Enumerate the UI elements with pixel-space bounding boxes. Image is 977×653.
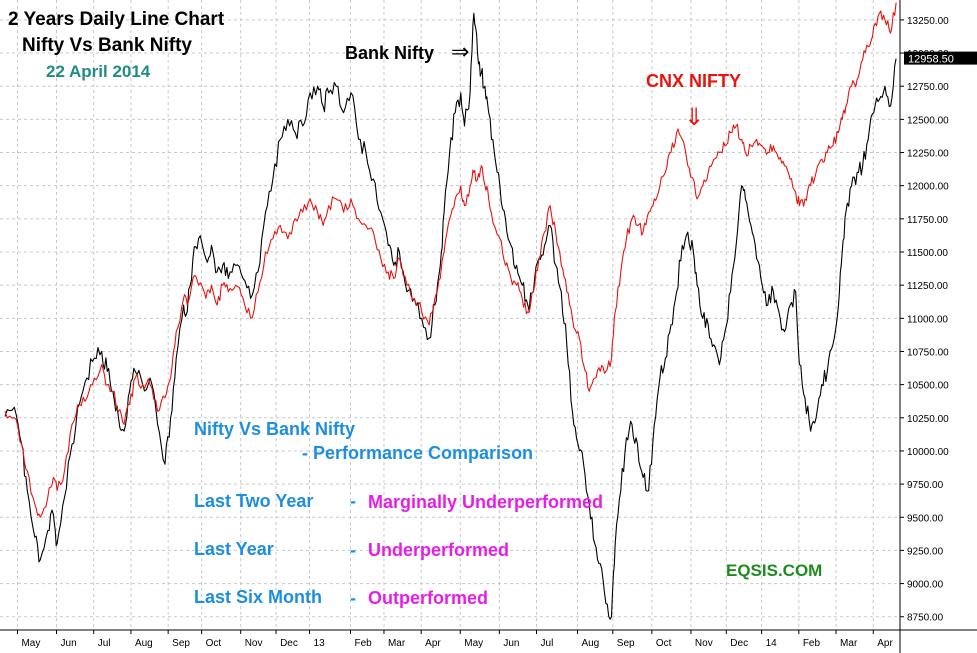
chart-title: 2 Years Daily Line Chart bbox=[8, 9, 225, 30]
row-dash-six-month: - bbox=[350, 588, 356, 608]
y-tick-label: 10500.00 bbox=[907, 381, 949, 392]
row-dash-one-year: - bbox=[350, 540, 356, 560]
bank-nifty-line bbox=[4, 12, 897, 620]
x-tick-label: Oct bbox=[656, 638, 672, 649]
y-tick-label: 12750.00 bbox=[907, 82, 949, 93]
x-tick-label: May bbox=[464, 638, 483, 649]
x-tick-label: Jul bbox=[98, 638, 111, 649]
y-tick-label: 9000.00 bbox=[907, 580, 944, 591]
x-tick-label: 13 bbox=[314, 638, 326, 649]
last-value-tag: 12958.50 bbox=[904, 51, 977, 66]
comparison-title: Nifty Vs Bank Nifty bbox=[194, 419, 355, 439]
x-tick-label: Aug bbox=[135, 638, 153, 649]
x-tick-label: Feb bbox=[803, 638, 821, 649]
y-tick-label: 12250.00 bbox=[907, 149, 949, 160]
y-tick-label: 11250.00 bbox=[907, 281, 948, 292]
y-tick-label: 13250.00 bbox=[907, 16, 949, 27]
y-tick-label: 9500.00 bbox=[907, 513, 944, 524]
row-period-one-year: Last Year bbox=[194, 539, 274, 559]
chart-date: 22 April 2014 bbox=[46, 62, 151, 81]
y-tick-label: 9750.00 bbox=[907, 480, 944, 491]
chart-subtitle: Nifty Vs Bank Nifty bbox=[22, 35, 192, 56]
cnx-nifty-arrow-icon: ⇓ bbox=[684, 103, 704, 131]
y-tick-label: 12000.00 bbox=[907, 182, 949, 193]
row-period-six-month: Last Six Month bbox=[194, 587, 322, 607]
row-period-two-year: Last Two Year bbox=[194, 491, 313, 511]
x-tick-label: Mar bbox=[840, 638, 858, 649]
x-tick-label: 14 bbox=[766, 638, 778, 649]
x-tick-label: Oct bbox=[206, 638, 222, 649]
bank-nifty-arrow-icon: ⇒ bbox=[451, 40, 469, 65]
cnx-nifty-line bbox=[4, 2, 897, 518]
comparison-subtitle: - Performance Comparison bbox=[302, 443, 533, 463]
x-tick-label: Nov bbox=[695, 638, 713, 649]
series-lines bbox=[4, 2, 897, 620]
x-tick-label: Jul bbox=[541, 638, 554, 649]
row-result-two-year: Marginally Underperformed bbox=[368, 492, 603, 512]
y-tick-label: 11500.00 bbox=[907, 248, 948, 259]
y-tick-label: 10250.00 bbox=[907, 414, 949, 425]
x-tick-label: Jun bbox=[503, 638, 519, 649]
y-tick-label: 12500.00 bbox=[907, 115, 949, 126]
row-result-six-month: Outperformed bbox=[368, 588, 488, 608]
y-tick-label: 10000.00 bbox=[907, 447, 949, 458]
y-tick-label: 11000.00 bbox=[907, 314, 948, 325]
last-value-label: 12958.50 bbox=[908, 54, 954, 66]
x-tick-label: Feb bbox=[354, 638, 372, 649]
x-axis: May Jun Jul Aug Sep Oct Nov Dec 13 Feb Mar Apr May Ju… bbox=[0, 629, 977, 649]
row-result-one-year: Underperformed bbox=[368, 540, 509, 560]
cnx-nifty-label: CNX NIFTY bbox=[646, 71, 741, 91]
y-tick-label: 9250.00 bbox=[907, 546, 944, 557]
row-dash-two-year: - bbox=[350, 491, 356, 511]
x-tick-label: Apr bbox=[877, 638, 893, 649]
x-tick-label: Mar bbox=[388, 638, 406, 649]
bank-nifty-label: Bank Nifty bbox=[345, 43, 434, 63]
x-tick-label: Dec bbox=[730, 638, 748, 649]
x-tick-label: Dec bbox=[280, 638, 298, 649]
x-tick-label: Jun bbox=[61, 638, 77, 649]
y-tick-label: 11750.00 bbox=[907, 215, 948, 226]
x-tick-label: Nov bbox=[245, 638, 263, 649]
y-tick-label: 8750.00 bbox=[907, 613, 944, 624]
watermark: EQSIS.COM bbox=[726, 561, 822, 580]
y-tick-label: 10750.00 bbox=[907, 347, 949, 358]
x-tick-label: Apr bbox=[425, 638, 441, 649]
x-tick-label: Aug bbox=[581, 638, 599, 649]
x-tick-label: Sep bbox=[617, 638, 635, 649]
x-tick-label: Sep bbox=[172, 638, 190, 649]
x-tick-label: May bbox=[21, 638, 40, 649]
